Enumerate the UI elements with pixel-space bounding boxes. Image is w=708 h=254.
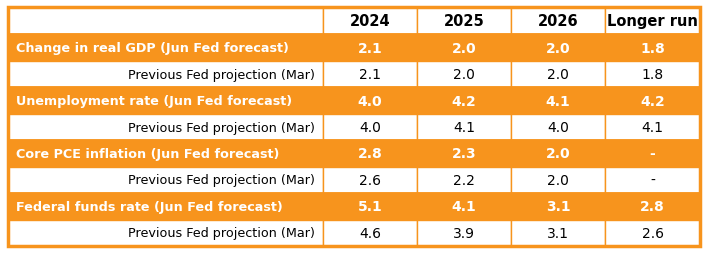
Text: -: -: [650, 173, 655, 187]
Text: 2024: 2024: [350, 14, 390, 29]
Bar: [605, 167, 700, 193]
Bar: [323, 8, 417, 35]
Bar: [323, 141, 417, 167]
Bar: [511, 88, 605, 114]
Text: 4.0: 4.0: [359, 121, 381, 135]
Text: 2.6: 2.6: [359, 173, 381, 187]
Text: Previous Fed projection (Mar): Previous Fed projection (Mar): [128, 226, 315, 239]
Bar: [8, 88, 323, 114]
Bar: [511, 141, 605, 167]
Bar: [8, 62, 323, 88]
Bar: [511, 220, 605, 246]
Bar: [323, 88, 417, 114]
Bar: [323, 35, 417, 62]
Text: 2025: 2025: [444, 14, 484, 29]
Text: 4.1: 4.1: [641, 121, 663, 135]
Text: 4.6: 4.6: [359, 226, 381, 240]
Bar: [605, 88, 700, 114]
Text: 2.1: 2.1: [358, 42, 382, 55]
Text: 4.0: 4.0: [358, 94, 382, 108]
Text: Core PCE inflation (Jun Fed forecast): Core PCE inflation (Jun Fed forecast): [16, 147, 280, 160]
Text: 3.9: 3.9: [453, 226, 475, 240]
Text: 4.1: 4.1: [546, 94, 571, 108]
Text: 4.0: 4.0: [547, 121, 569, 135]
Bar: [8, 193, 323, 220]
Text: 2.0: 2.0: [453, 68, 475, 82]
Text: Previous Fed projection (Mar): Previous Fed projection (Mar): [128, 68, 315, 81]
Bar: [417, 220, 511, 246]
Text: Federal funds rate (Jun Fed forecast): Federal funds rate (Jun Fed forecast): [16, 200, 282, 213]
Bar: [511, 8, 605, 35]
Text: Previous Fed projection (Mar): Previous Fed projection (Mar): [128, 121, 315, 134]
Bar: [323, 62, 417, 88]
Bar: [605, 193, 700, 220]
Bar: [605, 114, 700, 141]
Bar: [511, 114, 605, 141]
Bar: [511, 193, 605, 220]
Bar: [8, 167, 323, 193]
Bar: [323, 220, 417, 246]
Bar: [417, 193, 511, 220]
Bar: [605, 220, 700, 246]
Text: 2.0: 2.0: [546, 42, 571, 55]
Bar: [511, 62, 605, 88]
Text: 3.1: 3.1: [547, 226, 569, 240]
Text: Change in real GDP (Jun Fed forecast): Change in real GDP (Jun Fed forecast): [16, 42, 289, 55]
Bar: [8, 35, 323, 62]
Bar: [417, 8, 511, 35]
Bar: [417, 167, 511, 193]
Text: 2.0: 2.0: [452, 42, 476, 55]
Text: 2.8: 2.8: [640, 200, 665, 214]
Text: Unemployment rate (Jun Fed forecast): Unemployment rate (Jun Fed forecast): [16, 95, 292, 108]
Bar: [417, 35, 511, 62]
Bar: [417, 88, 511, 114]
Text: Previous Fed projection (Mar): Previous Fed projection (Mar): [128, 174, 315, 187]
Text: 2.8: 2.8: [358, 147, 382, 161]
Text: 2026: 2026: [538, 14, 578, 29]
Text: 2.1: 2.1: [359, 68, 381, 82]
Text: 2.3: 2.3: [452, 147, 476, 161]
Bar: [8, 220, 323, 246]
Text: 4.1: 4.1: [453, 121, 475, 135]
Text: 1.8: 1.8: [640, 42, 665, 55]
Bar: [605, 35, 700, 62]
Bar: [417, 62, 511, 88]
Bar: [511, 167, 605, 193]
Text: 2.0: 2.0: [546, 147, 571, 161]
Bar: [8, 8, 323, 35]
Text: 1.8: 1.8: [641, 68, 663, 82]
Bar: [605, 141, 700, 167]
Bar: [323, 167, 417, 193]
Text: 2.0: 2.0: [547, 173, 569, 187]
Text: 4.2: 4.2: [640, 94, 665, 108]
Text: Longer run: Longer run: [607, 14, 698, 29]
Text: 2.6: 2.6: [641, 226, 663, 240]
Bar: [417, 114, 511, 141]
Bar: [323, 114, 417, 141]
Bar: [417, 141, 511, 167]
Bar: [511, 35, 605, 62]
Text: 3.1: 3.1: [546, 200, 571, 214]
Bar: [605, 62, 700, 88]
Text: 2.2: 2.2: [453, 173, 475, 187]
Text: 4.1: 4.1: [452, 200, 476, 214]
Bar: [8, 114, 323, 141]
Bar: [605, 8, 700, 35]
Text: 5.1: 5.1: [358, 200, 382, 214]
Text: -: -: [650, 147, 656, 161]
Text: 4.2: 4.2: [452, 94, 476, 108]
Bar: [8, 141, 323, 167]
Bar: [323, 193, 417, 220]
Text: 2.0: 2.0: [547, 68, 569, 82]
